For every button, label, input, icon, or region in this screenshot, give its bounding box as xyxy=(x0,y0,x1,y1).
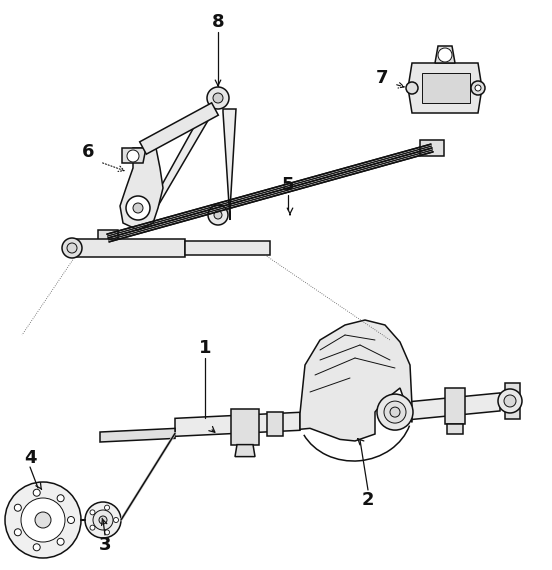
Circle shape xyxy=(104,530,109,535)
Circle shape xyxy=(90,525,95,530)
Circle shape xyxy=(438,48,452,62)
Text: 2: 2 xyxy=(362,491,374,509)
Circle shape xyxy=(35,512,51,528)
Circle shape xyxy=(93,510,113,530)
Polygon shape xyxy=(505,383,520,419)
Circle shape xyxy=(5,482,81,558)
Polygon shape xyxy=(445,388,465,424)
Circle shape xyxy=(504,395,516,407)
Circle shape xyxy=(406,82,418,94)
Circle shape xyxy=(90,510,95,515)
Circle shape xyxy=(214,211,222,219)
Circle shape xyxy=(475,85,481,91)
Polygon shape xyxy=(447,424,463,434)
Polygon shape xyxy=(72,239,185,257)
Text: 8: 8 xyxy=(211,13,224,31)
Polygon shape xyxy=(422,73,470,103)
Polygon shape xyxy=(390,393,500,422)
Polygon shape xyxy=(148,109,213,223)
Text: 3: 3 xyxy=(99,536,112,554)
Circle shape xyxy=(57,538,64,545)
Polygon shape xyxy=(223,109,236,220)
Circle shape xyxy=(85,502,121,538)
Polygon shape xyxy=(420,140,444,156)
Circle shape xyxy=(127,150,139,162)
Circle shape xyxy=(21,498,65,542)
Circle shape xyxy=(114,518,119,523)
Polygon shape xyxy=(175,412,300,437)
Polygon shape xyxy=(408,63,482,113)
Circle shape xyxy=(67,516,75,523)
Circle shape xyxy=(384,401,406,423)
Polygon shape xyxy=(100,429,175,442)
Polygon shape xyxy=(185,241,270,255)
Text: 7: 7 xyxy=(376,69,388,87)
Circle shape xyxy=(498,389,522,413)
Circle shape xyxy=(67,243,77,253)
Polygon shape xyxy=(107,143,433,243)
Polygon shape xyxy=(267,412,283,435)
Circle shape xyxy=(14,529,22,536)
Circle shape xyxy=(99,516,107,524)
Polygon shape xyxy=(120,148,163,230)
Circle shape xyxy=(104,505,109,510)
Polygon shape xyxy=(140,103,219,154)
Text: 4: 4 xyxy=(24,449,36,467)
Polygon shape xyxy=(300,320,412,441)
Circle shape xyxy=(126,196,150,220)
Circle shape xyxy=(133,203,143,213)
Circle shape xyxy=(208,205,228,225)
Circle shape xyxy=(471,81,485,95)
Polygon shape xyxy=(122,148,146,163)
Polygon shape xyxy=(235,445,255,457)
Text: 6: 6 xyxy=(82,143,94,161)
Polygon shape xyxy=(98,230,118,246)
Circle shape xyxy=(57,495,64,502)
Circle shape xyxy=(33,544,40,551)
Circle shape xyxy=(33,489,40,496)
Polygon shape xyxy=(435,46,455,63)
Circle shape xyxy=(377,394,413,430)
Circle shape xyxy=(213,93,223,103)
Circle shape xyxy=(62,238,82,258)
Circle shape xyxy=(207,87,229,109)
Circle shape xyxy=(14,504,22,511)
Circle shape xyxy=(390,407,400,417)
Text: 5: 5 xyxy=(282,176,294,194)
Text: 1: 1 xyxy=(199,339,211,357)
Polygon shape xyxy=(231,409,259,445)
